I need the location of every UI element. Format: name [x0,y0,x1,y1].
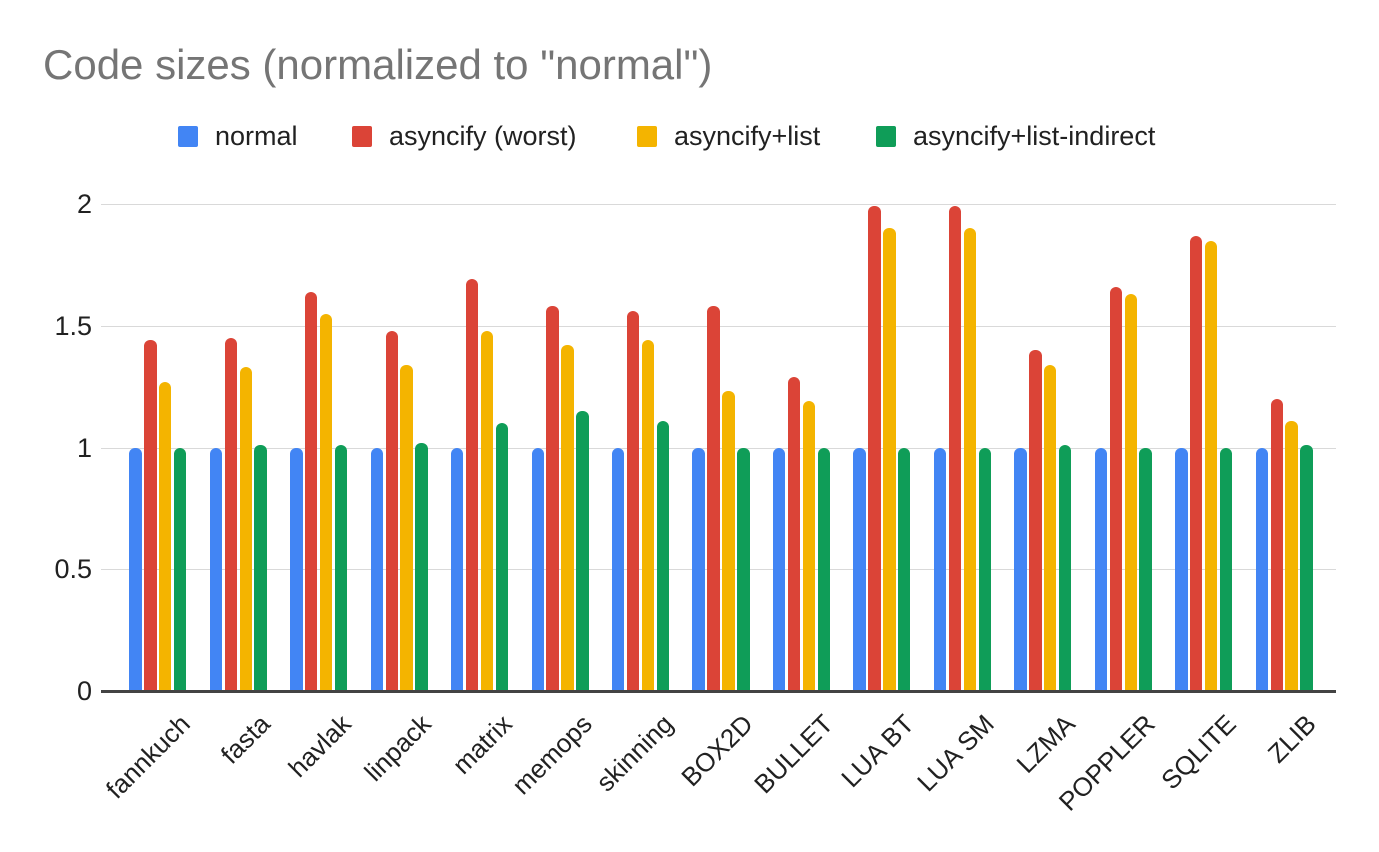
bar [466,279,479,691]
bar [1219,447,1233,691]
bar [641,340,655,691]
bar [772,447,786,691]
bar [495,423,509,691]
legend-color-swatch [876,125,896,147]
x-axis-tick-label: LZMA [1010,708,1081,779]
y-axis-tick-label: 1.5 [54,310,92,341]
bar [1204,240,1218,691]
bar [1044,364,1057,691]
bar [1255,447,1268,691]
bar [209,447,223,691]
bar [1270,398,1283,691]
bar [415,442,428,691]
legend-color-swatch [352,125,372,147]
bar [1300,445,1313,691]
bar [1029,350,1042,691]
bar [656,420,670,691]
bar [174,447,187,691]
bar [370,447,384,691]
bar [1190,235,1203,691]
legend-label: asyncify+list [674,120,821,151]
bar [320,313,333,691]
x-axis-tick-label: fannkuch [99,708,196,805]
y-axis-tick-label: 1 [76,432,92,463]
legend-color-swatch [178,125,198,147]
bar [546,306,559,691]
legend-color-swatch [637,125,657,147]
y-axis-tick-label: 0.5 [54,554,92,585]
bar [144,340,157,691]
bar [948,206,962,691]
bar [707,306,720,691]
x-axis-tick-label: SQLITE [1154,708,1242,796]
x-axis-tick-label: BULLET [748,708,840,800]
bar [722,391,735,691]
bar [1109,286,1122,691]
bar [451,447,464,691]
bar [561,345,574,691]
bar [626,311,640,691]
bar [159,381,172,691]
bar [933,447,947,691]
bar [802,401,816,691]
legend-label: normal [215,120,298,151]
x-axis-tick-label: havlak [282,708,357,783]
legend-item-0[interactable]: normal [178,120,298,151]
bar [1124,294,1137,691]
bar [480,330,494,691]
bar [290,447,303,691]
bar [1094,447,1108,691]
bar [1139,447,1152,691]
legend-item-2[interactable]: asyncify+list [637,120,821,151]
bar [737,447,750,691]
x-axis-tick-label: matrix [446,708,518,780]
x-axis-line [101,690,1336,693]
y-axis-tick-label: 2 [76,189,92,219]
bar [978,447,991,691]
x-axis-tick-label: LUA SM [911,708,1001,798]
bar [305,291,318,691]
bar [692,447,705,691]
bar [254,445,267,691]
bar [787,376,801,691]
bar [400,364,413,691]
x-axis-tick-label: ZLIB [1261,708,1322,769]
x-axis-tick-label: linpack [358,708,437,788]
x-axis-tick-label: LUA BT [835,708,920,794]
bar [239,367,252,691]
chart-title: Code sizes (normalized to "normal") [43,41,713,88]
bar [385,330,398,691]
legend-label: asyncify (worst) [389,120,577,151]
bar [1285,420,1298,691]
bar [817,447,830,691]
x-axis-tick-label: BOX2D [675,708,759,793]
bar [224,337,238,691]
x-axis-tick-label: skinning [589,708,679,798]
x-axis-tick-label: memops [506,708,598,801]
x-axis-tick-label: fasta [215,708,277,770]
bar [1058,445,1072,691]
bar [576,410,589,691]
bar [531,447,544,691]
legend-item-3[interactable]: asyncify+list-indirect [876,120,1156,151]
bar [129,447,142,691]
bar [853,447,866,691]
bar [1014,447,1027,691]
chart-legend: normal asyncify (worst) asyncify+list async… [0,0,1379,170]
bar [883,228,896,691]
bar [898,447,911,691]
gridline [101,204,1336,205]
y-axis-tick-label: 0 [76,676,92,706]
legend-label: asyncify+list-indirect [913,120,1156,151]
bar [334,445,348,691]
bar [868,206,881,691]
bar [612,447,625,691]
bar [1175,447,1188,691]
legend-item-1[interactable]: asyncify (worst) [352,120,577,151]
bar [963,228,976,691]
